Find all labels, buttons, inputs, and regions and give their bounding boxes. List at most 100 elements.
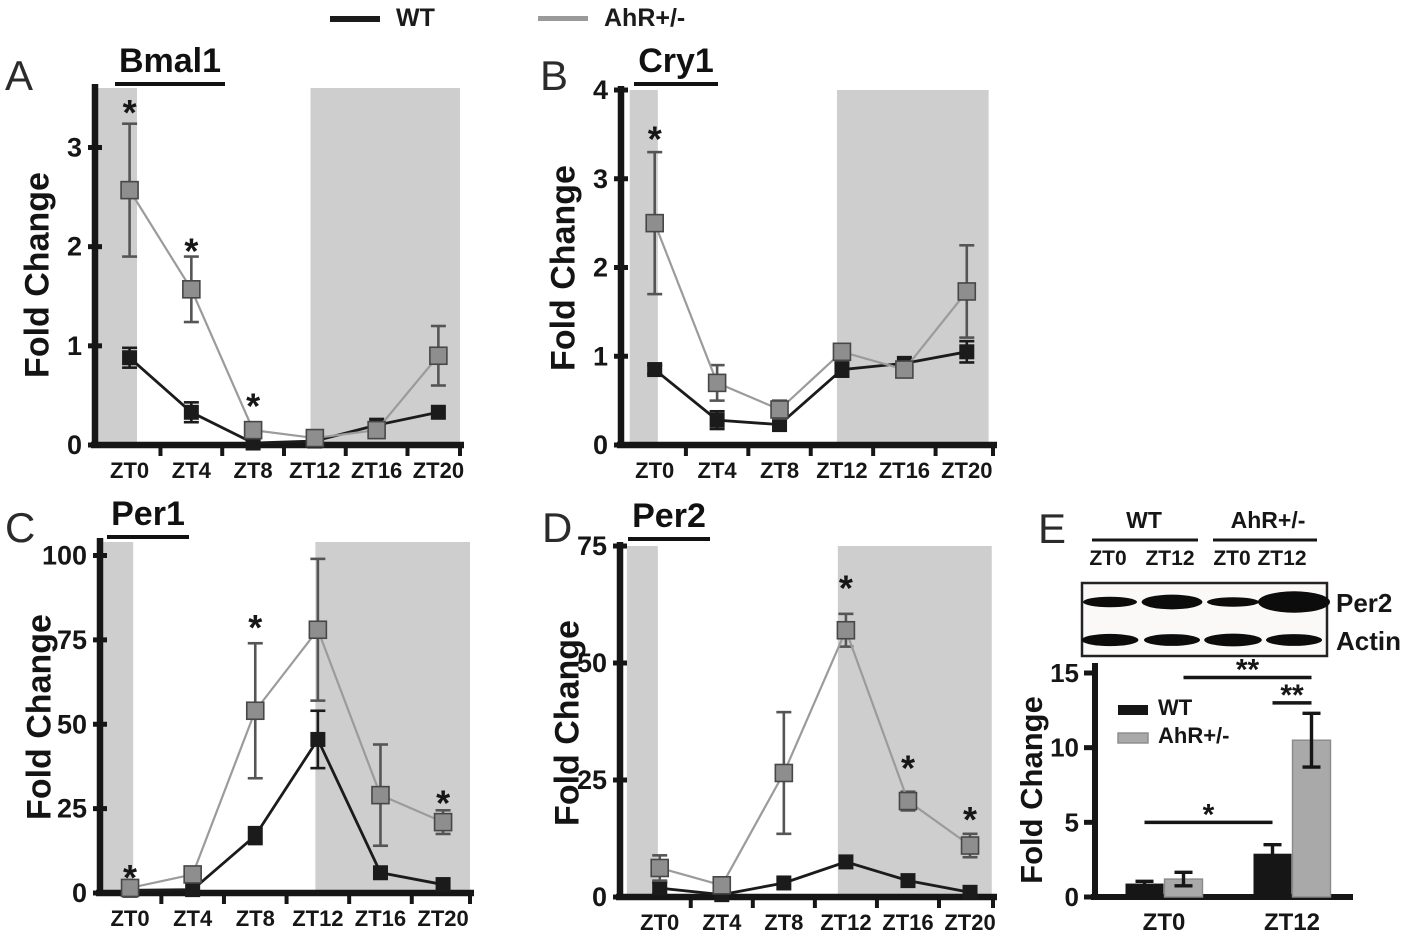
svg-text:0: 0	[592, 882, 607, 912]
svg-text:ZT20: ZT20	[944, 910, 995, 935]
svg-text:ZT0: ZT0	[1089, 547, 1126, 570]
panel-a-title-wrap: Bmal1	[100, 42, 240, 87]
svg-text:ZT8: ZT8	[760, 458, 799, 483]
svg-text:ZT20: ZT20	[413, 458, 464, 483]
svg-text:Per2: Per2	[1336, 588, 1392, 618]
svg-text:ZT12: ZT12	[1145, 547, 1194, 570]
svg-text:**: **	[1236, 653, 1260, 686]
svg-text:Actin: Actin	[1336, 626, 1401, 656]
bmal1-line-chart: 0 1 2 3 ZT0 ZT4 ZT8 ZT12 ZT16 ZT20 * * *	[67, 84, 464, 483]
svg-text:50: 50	[57, 709, 87, 739]
svg-text:*: *	[963, 799, 977, 840]
panel-a-ylabel: Fold Change	[18, 172, 57, 378]
svg-text:25: 25	[57, 794, 87, 824]
svg-text:WT: WT	[1158, 695, 1193, 720]
panel-c-title-wrap: Per1	[80, 495, 216, 540]
panel-e-letter: E	[1038, 505, 1067, 552]
wt-line-icon	[330, 15, 380, 22]
panel-d-title-wrap: Per2	[601, 497, 737, 542]
legend-label-wt: WT	[396, 4, 435, 32]
svg-text:*: *	[1203, 798, 1215, 831]
svg-text:75: 75	[57, 625, 87, 655]
ahr-line-icon	[538, 16, 588, 21]
svg-text:15: 15	[1050, 658, 1079, 688]
svg-text:ZT0: ZT0	[110, 906, 149, 931]
panel-c-ylabel: Fold Change	[20, 614, 59, 820]
svg-text:ZT16: ZT16	[882, 910, 933, 935]
svg-text:ZT8: ZT8	[234, 458, 273, 483]
panel-c-title: Per1	[107, 495, 189, 540]
svg-text:ZT20: ZT20	[941, 458, 992, 483]
svg-text:0: 0	[67, 430, 82, 460]
svg-text:*: *	[248, 607, 262, 648]
svg-text:4: 4	[593, 75, 608, 105]
svg-text:ZT0: ZT0	[1143, 909, 1186, 935]
svg-text:*: *	[436, 783, 450, 824]
legend-item-wt: WT	[330, 4, 435, 33]
cry1-line-chart: 0 1 2 3 4 ZT0 ZT4 ZT8 ZT12 ZT16 ZT20 *	[593, 75, 997, 483]
svg-text:ZT8: ZT8	[764, 910, 803, 935]
svg-text:*: *	[246, 385, 260, 426]
svg-text:0: 0	[72, 878, 87, 908]
svg-text:50: 50	[577, 648, 607, 678]
svg-text:AhR+/-: AhR+/-	[1231, 507, 1306, 533]
panel-b-ylabel: Fold Change	[544, 165, 583, 371]
svg-text:ZT0: ZT0	[110, 458, 149, 483]
svg-text:3: 3	[593, 164, 608, 194]
svg-text:WT: WT	[1126, 507, 1162, 533]
svg-text:ZT12: ZT12	[816, 458, 867, 483]
svg-text:ZT16: ZT16	[879, 458, 930, 483]
svg-text:**: **	[1280, 679, 1304, 712]
svg-text:*: *	[901, 748, 915, 789]
svg-text:ZT12: ZT12	[820, 910, 871, 935]
svg-text:ZT8: ZT8	[236, 906, 275, 931]
svg-text:0: 0	[593, 430, 608, 460]
legend-item-ahr: AhR+/-	[538, 4, 685, 33]
svg-text:ZT16: ZT16	[355, 906, 406, 931]
panel-d-letter: D	[542, 504, 573, 551]
svg-text:ZT0: ZT0	[1213, 547, 1250, 570]
panel-a-title: Bmal1	[114, 42, 226, 87]
svg-text:25: 25	[577, 765, 607, 795]
panel-c-letter: C	[5, 504, 36, 551]
panel-a: 0 1 2 3 ZT0 ZT4 ZT8 ZT12 ZT16 ZT20 * * * A Bmal1 Fol…	[0, 40, 500, 500]
svg-text:1: 1	[593, 341, 608, 371]
svg-text:1: 1	[67, 331, 82, 361]
panel-b-title: Cry1	[634, 42, 718, 87]
svg-text:ZT4: ZT4	[698, 458, 738, 483]
panel-d: 0 25 50 75 ZT0 ZT4 ZT8 ZT12 ZT16 ZT20 * * * D Per2 F…	[530, 495, 1010, 935]
svg-text:AhR+/-: AhR+/-	[1158, 723, 1230, 748]
panel-e-ylabel: Fold Change	[1014, 696, 1049, 884]
svg-text:5: 5	[1065, 807, 1079, 837]
svg-text:*: *	[123, 92, 137, 133]
svg-text:100: 100	[42, 541, 87, 571]
svg-text:75: 75	[577, 531, 607, 561]
svg-text:ZT20: ZT20	[417, 906, 468, 931]
svg-text:ZT12: ZT12	[1257, 547, 1306, 570]
panel-c: 0 25 50 75 100 ZT0 ZT4 ZT8 ZT12 ZT16 ZT20 * * * C Per…	[0, 495, 500, 935]
svg-text:3: 3	[67, 133, 82, 163]
svg-text:ZT12: ZT12	[292, 906, 343, 931]
svg-text:*: *	[123, 857, 137, 898]
svg-text:ZT4: ZT4	[702, 910, 742, 935]
svg-text:2: 2	[67, 232, 82, 262]
svg-text:ZT12: ZT12	[289, 458, 340, 483]
panel-b: 0 1 2 3 4 ZT0 ZT4 ZT8 ZT12 ZT16 ZT20 * B Cry1 Fold …	[530, 40, 1010, 500]
svg-text:ZT0: ZT0	[635, 458, 674, 483]
svg-text:ZT4: ZT4	[173, 906, 213, 931]
svg-text:ZT12: ZT12	[1264, 909, 1320, 935]
svg-text:*: *	[648, 118, 662, 159]
panel-d-title: Per2	[628, 497, 710, 542]
svg-text:ZT0: ZT0	[640, 910, 679, 935]
per1-line-chart: 0 25 50 75 100 ZT0 ZT4 ZT8 ZT12 ZT16 ZT20 * * *	[42, 538, 474, 931]
per2-line-chart: 0 25 50 75 ZT0 ZT4 ZT8 ZT12 ZT16 ZT20 * * *	[577, 531, 997, 935]
legend-label-ahr: AhR+/-	[604, 4, 686, 32]
panel-a-letter: A	[5, 52, 34, 99]
svg-text:2: 2	[593, 253, 608, 283]
panel-b-letter: B	[540, 52, 569, 99]
svg-text:ZT4: ZT4	[172, 458, 212, 483]
svg-text:ZT16: ZT16	[351, 458, 402, 483]
svg-text:*: *	[184, 231, 198, 272]
